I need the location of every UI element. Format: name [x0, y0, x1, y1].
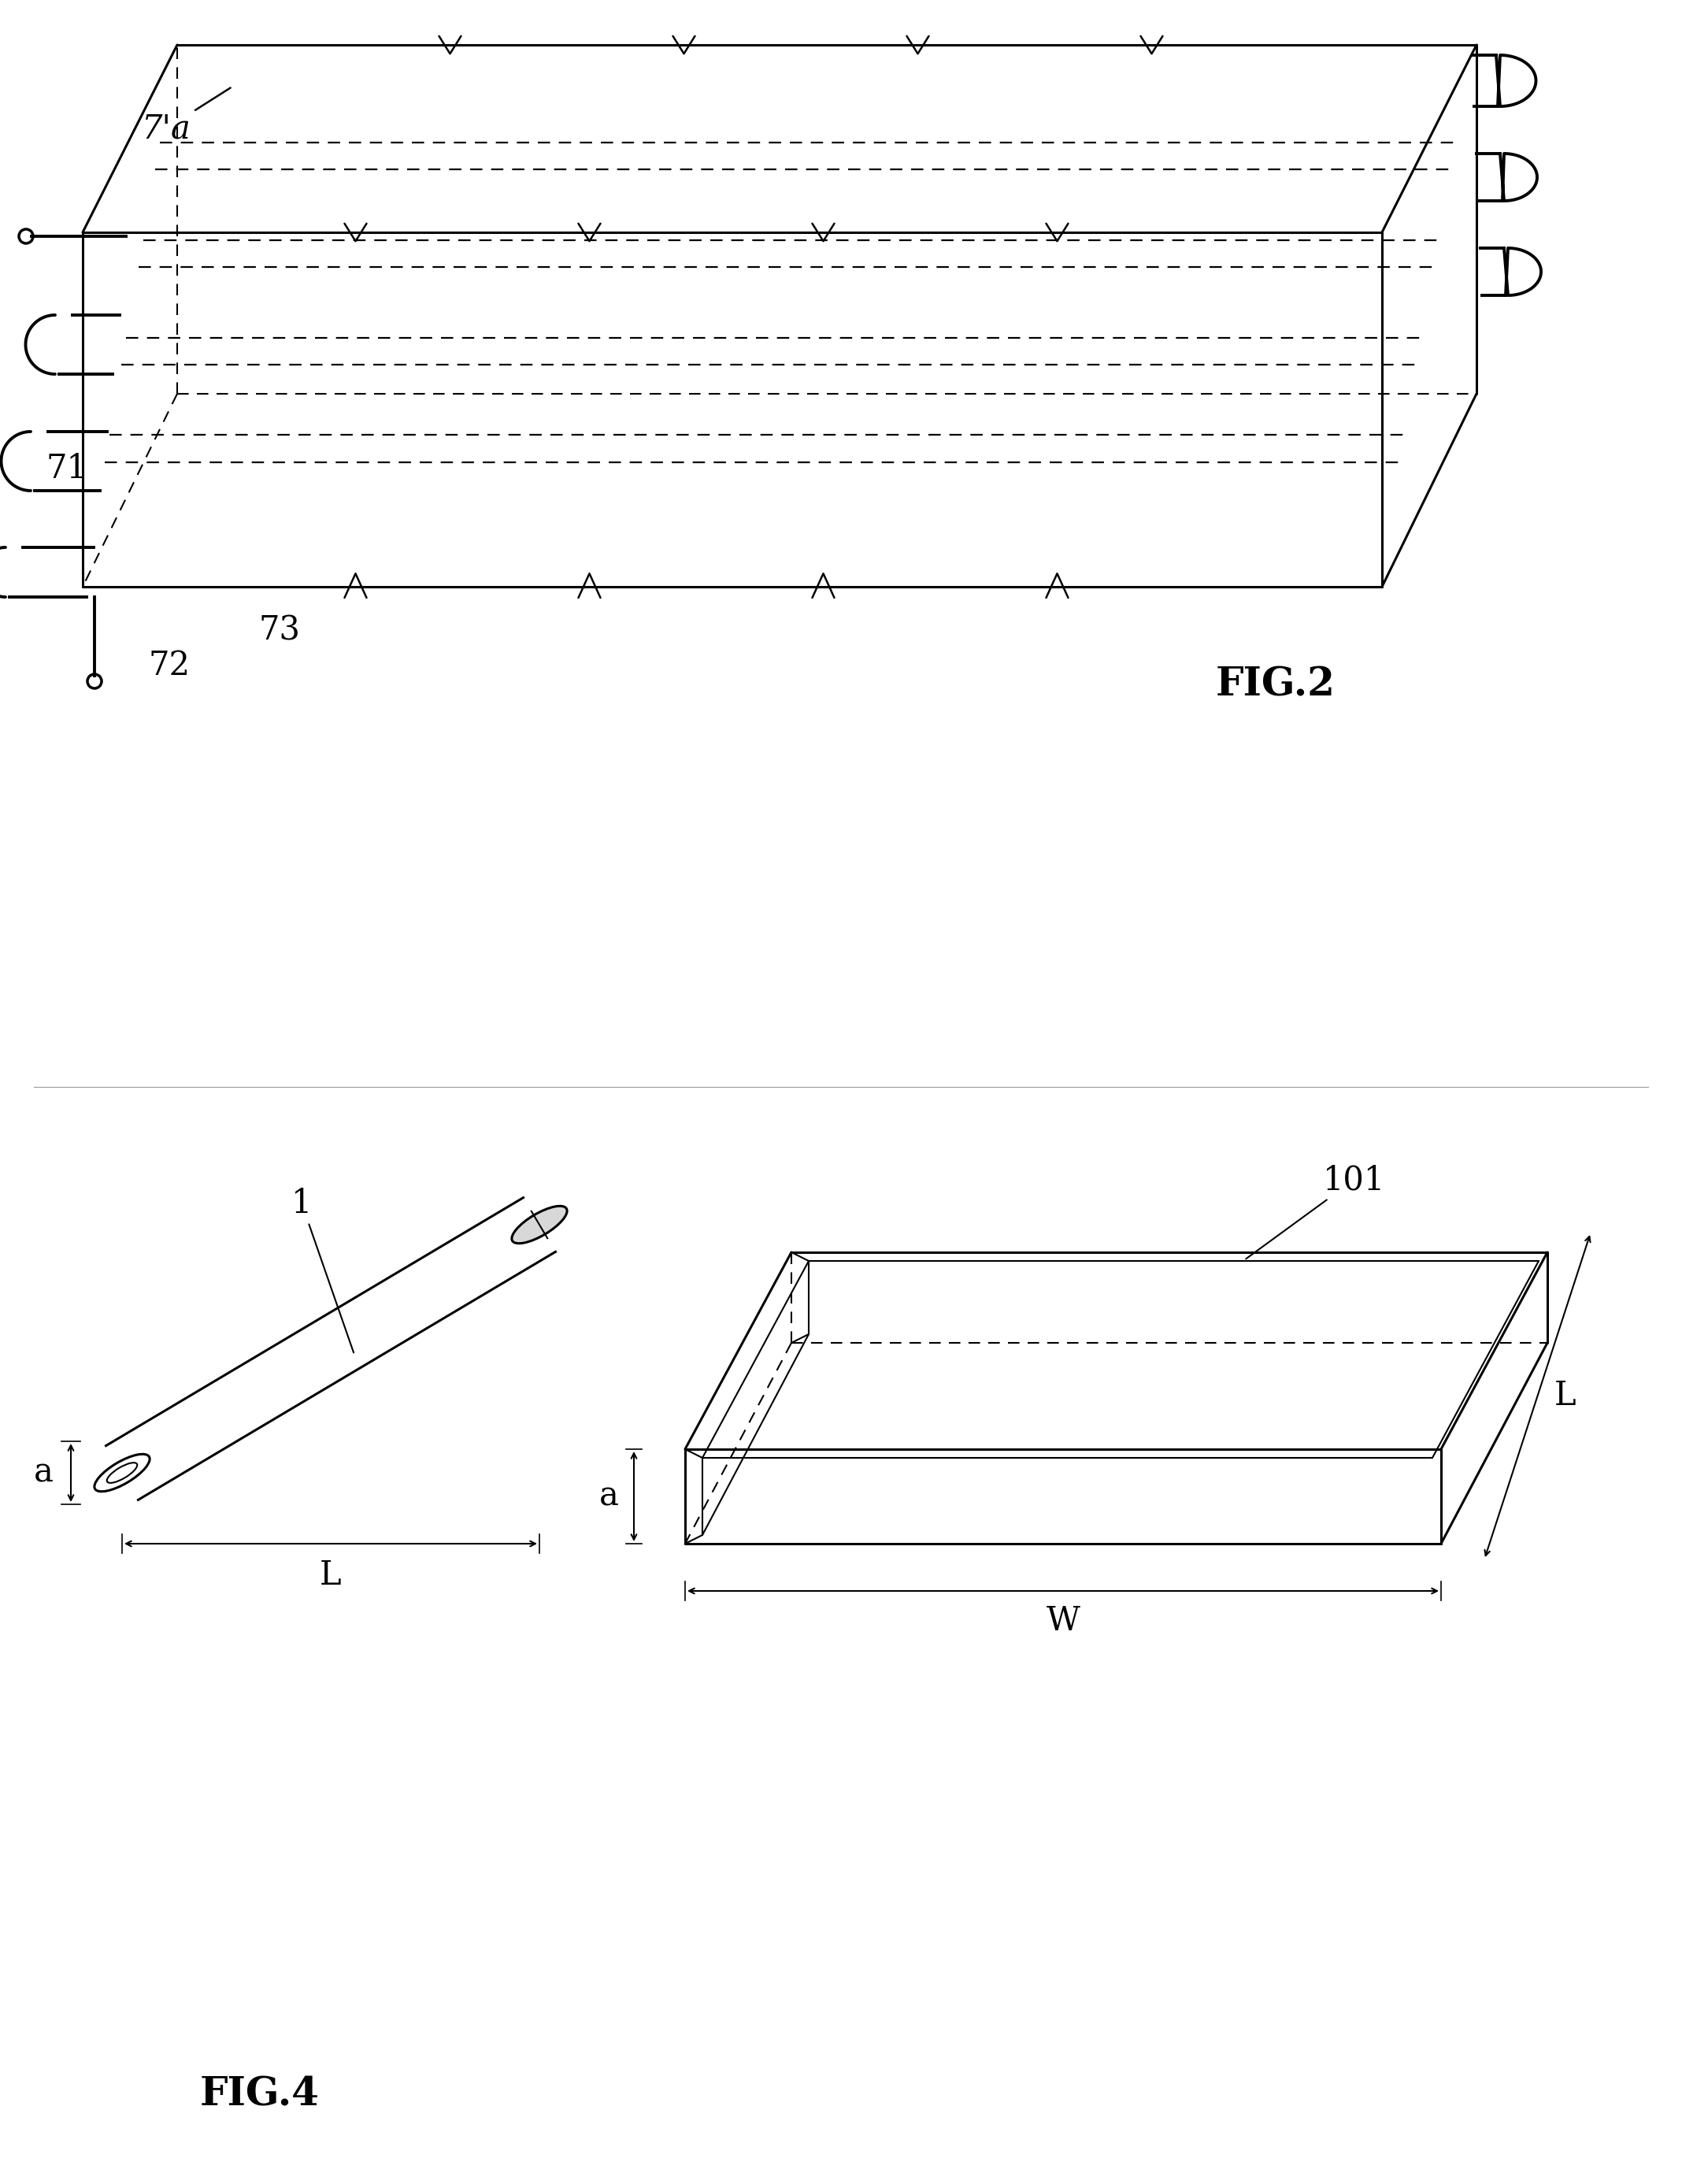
- Text: 101: 101: [1246, 1164, 1386, 1258]
- Text: 73: 73: [259, 614, 301, 646]
- Text: L: L: [320, 1559, 341, 1592]
- Text: 71: 71: [45, 452, 87, 485]
- Ellipse shape: [94, 1455, 150, 1492]
- Text: FIG.4: FIG.4: [200, 2075, 320, 2114]
- Text: L: L: [1554, 1380, 1576, 1413]
- Text: a: a: [34, 1457, 54, 1489]
- Text: a: a: [599, 1481, 619, 1514]
- Text: 72: 72: [148, 649, 190, 681]
- Text: W: W: [1046, 1605, 1080, 1638]
- Text: 1: 1: [291, 1186, 353, 1352]
- Ellipse shape: [511, 1206, 567, 1243]
- Text: FIG.2: FIG.2: [1216, 666, 1336, 705]
- Ellipse shape: [108, 1463, 138, 1483]
- Text: 7'a: 7'a: [141, 87, 230, 144]
